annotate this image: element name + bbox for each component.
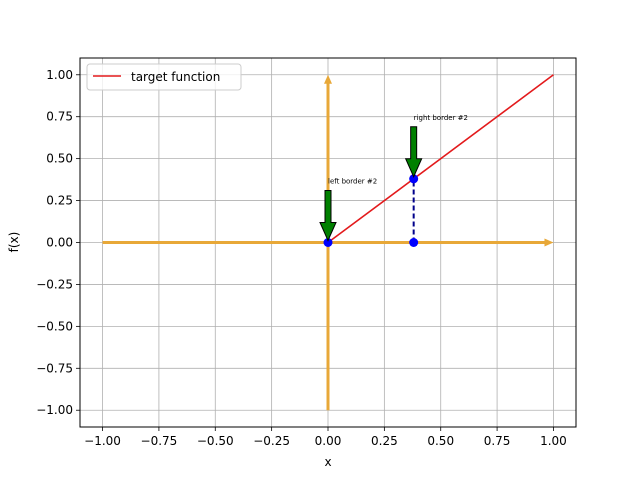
legend: target function [86,63,242,91]
x-tick-label: −0.75 [141,434,178,448]
horizontal-axis-arrow-head [544,238,554,247]
series-line-target-function [327,74,554,244]
x-tick-label: −0.25 [253,434,290,448]
y-tick-label: 0.00 [46,236,73,250]
y-tick-label: −1.00 [36,403,73,417]
annotation-label: left border #2 [328,178,377,186]
y-tick-label: −0.75 [36,361,73,375]
legend-label-target-function: target function [131,70,220,84]
y-axis-label: f(x) [7,232,21,253]
y-tick-label: −0.25 [36,277,73,291]
x-tick-label: −0.50 [197,434,234,448]
y-tick-label: 1.00 [46,68,73,82]
x-tick-label: −1.00 [84,434,121,448]
annotations: left border #2 right border #2 [319,114,468,242]
annotation-arrow [404,126,423,178]
y-tick-label: 0.75 [46,110,73,124]
series-layer [327,74,554,244]
y-tick-label: 0.25 [46,194,73,208]
data-point [323,238,333,247]
annotation-arrow [319,190,337,242]
x-tick-label: 0.00 [315,434,342,448]
points-layer [323,174,419,247]
annotation-label: right border #2 [414,114,468,122]
y-tick-label: −0.50 [36,319,73,333]
legend-box [86,63,242,91]
vertical-axis-arrow-head [324,74,332,84]
x-tick-label: 1.00 [540,434,567,448]
y-tick-label: 0.50 [46,152,73,166]
x-axis-label: x [324,455,331,469]
ticks [76,74,554,431]
data-point [409,238,419,247]
data-point [409,174,419,184]
tick-labels: −1.00 −0.75 −0.50 −0.25 0.00 0.25 0.50 0.75 1.00… [36,68,567,448]
x-tick-label: 0.50 [427,434,454,448]
x-tick-label: 0.75 [484,434,511,448]
x-tick-label: 0.25 [371,434,398,448]
